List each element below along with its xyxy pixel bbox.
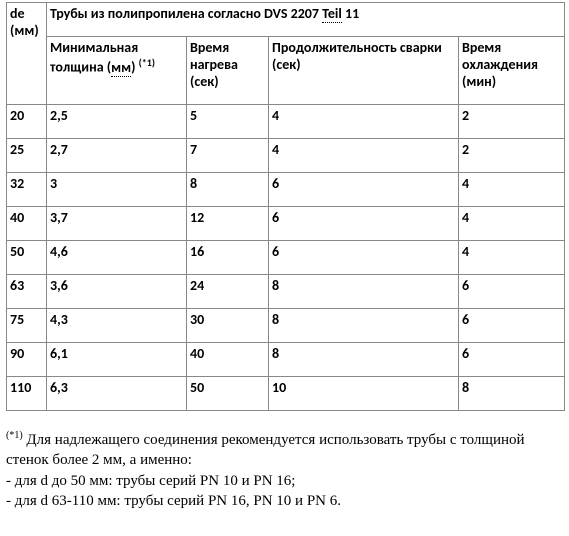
table-row: 252,7742 — [7, 139, 565, 173]
table-cell: 8 — [459, 377, 565, 411]
table-cell: 6,1 — [47, 343, 187, 377]
footnote-line-3: - для d 63-110 мм: трубы серий PN 16, PN… — [6, 493, 341, 509]
table-cell: 40 — [187, 343, 269, 377]
table-cell: 25 — [7, 139, 47, 173]
table-cell: 50 — [187, 377, 269, 411]
table-row: 403,71264 — [7, 207, 565, 241]
table-cell: 4 — [459, 173, 565, 207]
table-cell: 4 — [269, 105, 459, 139]
table-cell: 8 — [187, 173, 269, 207]
header-thickness-dotted: мм — [111, 59, 131, 77]
footnote-line-1: Для надлежащего соединения рекомендуется… — [6, 432, 525, 468]
header-de-l2: (мм) — [10, 22, 39, 39]
table-row: 754,33086 — [7, 309, 565, 343]
table-cell: 10 — [269, 377, 459, 411]
table-cell: 3,7 — [47, 207, 187, 241]
table-cell: 50 — [7, 241, 47, 275]
table-row: 504,61664 — [7, 241, 565, 275]
table-cell: 8 — [269, 309, 459, 343]
table-row: 906,14086 — [7, 343, 565, 377]
table-cell: 16 — [187, 241, 269, 275]
table-cell: 2,7 — [47, 139, 187, 173]
table-row: 1106,350108 — [7, 377, 565, 411]
table-cell: 4,6 — [47, 241, 187, 275]
header-weld-time: Продолжительность сварки (сек) — [269, 37, 459, 105]
table-cell: 3,6 — [47, 275, 187, 309]
header-cool-time: Время охлаждения (мин) — [459, 37, 565, 105]
table-cell: 4 — [459, 207, 565, 241]
table-cell: 6 — [459, 309, 565, 343]
table-body: 202,5542252,7742323864403,71264504,61664… — [7, 105, 565, 411]
table-cell: 110 — [7, 377, 47, 411]
table-cell: 75 — [7, 309, 47, 343]
table-cell: 6 — [269, 207, 459, 241]
table-cell: 90 — [7, 343, 47, 377]
header-heat-time: Время нагрева (сек) — [187, 37, 269, 105]
table-title-after: 11 — [342, 5, 359, 22]
table-header-row-2: Минимальная толщина (мм) (*1) Время нагр… — [7, 37, 565, 105]
pipe-parameters-table: de (мм) Трубы из полипропилена согласно … — [6, 2, 565, 411]
table-cell: 2,5 — [47, 105, 187, 139]
table-cell: 20 — [7, 105, 47, 139]
header-thickness-post: ) — [131, 59, 139, 76]
table-cell: 4 — [269, 139, 459, 173]
table-cell: 6 — [459, 343, 565, 377]
footnote: (*1) Для надлежащего соединения рекоменд… — [6, 429, 563, 511]
table-title-dotted: Teil — [322, 5, 342, 23]
table-cell: 6 — [269, 173, 459, 207]
header-thickness-sup: (*1) — [139, 56, 155, 69]
table-cell: 6,3 — [47, 377, 187, 411]
table-cell: 8 — [269, 275, 459, 309]
table-cell: 2 — [459, 139, 565, 173]
table-cell: 5 — [187, 105, 269, 139]
header-de: de (мм) — [7, 3, 47, 105]
table-cell: 4 — [459, 241, 565, 275]
table-row: 633,62486 — [7, 275, 565, 309]
table-row: 202,5542 — [7, 105, 565, 139]
table-row: 323864 — [7, 173, 565, 207]
table-cell: 7 — [187, 139, 269, 173]
table-cell: 30 — [187, 309, 269, 343]
table-cell: 2 — [459, 105, 565, 139]
table-cell: 63 — [7, 275, 47, 309]
header-de-l1: de — [10, 5, 25, 22]
table-header-row-1: de (мм) Трубы из полипропилена согласно … — [7, 3, 565, 37]
table-cell: 6 — [269, 241, 459, 275]
table-title-text: Трубы из полипропилена согласно DVS 2207 — [50, 5, 322, 22]
table-title: Трубы из полипропилена согласно DVS 2207… — [47, 3, 565, 37]
table-cell: 32 — [7, 173, 47, 207]
table-cell: 40 — [7, 207, 47, 241]
table-cell: 12 — [187, 207, 269, 241]
table-cell: 24 — [187, 275, 269, 309]
footnote-sup: (*1) — [6, 430, 23, 441]
footnote-line-2: - для d до 50 мм: трубы серий PN 10 и PN… — [6, 473, 295, 489]
table-cell: 4,3 — [47, 309, 187, 343]
table-cell: 8 — [269, 343, 459, 377]
table-cell: 3 — [47, 173, 187, 207]
table-cell: 6 — [459, 275, 565, 309]
header-thickness: Минимальная толщина (мм) (*1) — [47, 37, 187, 105]
